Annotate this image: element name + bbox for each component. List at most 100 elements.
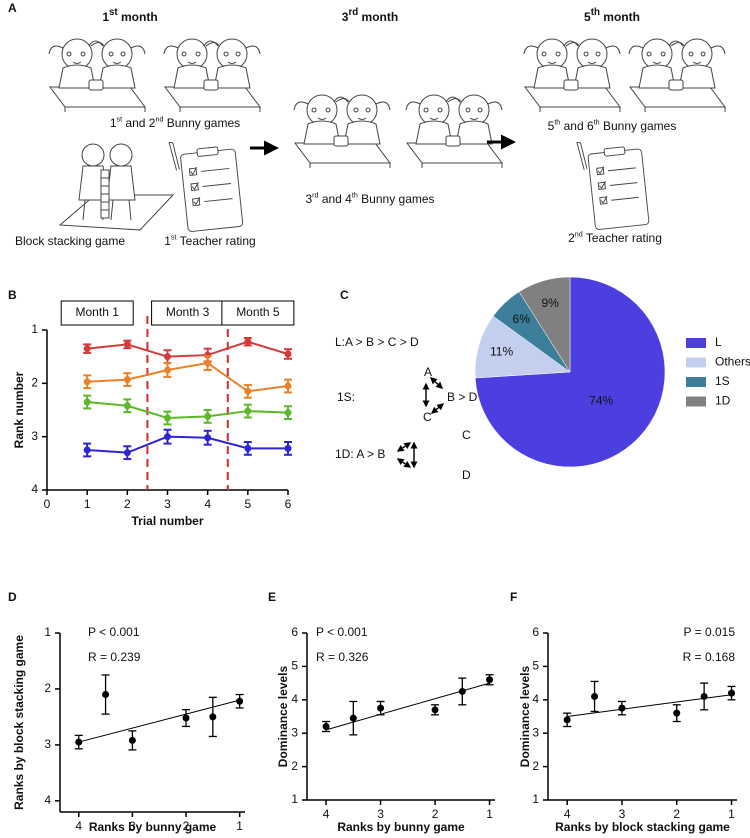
point [284,382,292,390]
x-tick-label: 3 [129,819,136,833]
text-part: 1 [164,234,171,248]
bunny-illustration [293,94,391,168]
point [102,691,110,699]
y-tick-label: 1 [31,322,38,336]
text-part: 5 [548,119,555,133]
order-text: D [462,468,471,482]
bunny-illustration [628,38,726,112]
annotation: P < 0.001 [88,625,140,639]
text-part: Teacher rating [177,234,256,248]
point [431,706,439,714]
x-tick-label: 2 [432,807,439,821]
text-part: th [554,118,560,126]
text-part: month [118,10,158,24]
slice-label: 9% [541,296,559,310]
y-axis-label: Rank number [12,371,26,448]
point [728,689,736,697]
annotation-box [151,300,225,326]
slice-label: 11% [490,344,513,358]
panel-label: D [8,590,17,604]
text-part: rd [312,191,318,199]
point [204,359,212,367]
point [83,398,91,406]
point [123,449,131,457]
caption: 1st and 2nd Bunny games [110,115,240,130]
x-axis-label: Ranks by block stacking game [555,820,730,834]
x-tick-label: 4 [323,807,330,821]
order-text: A [424,365,432,379]
text-part: 2 [568,231,575,245]
point [591,692,599,700]
text-part: and 4 [318,192,352,206]
point [284,409,292,417]
legend-swatch [686,357,706,368]
caption: 2nd Teacher rating [568,230,662,245]
point [123,376,131,384]
x-tick-label: 3 [164,497,171,511]
panel-label: B [8,288,17,302]
order-text: C [462,428,471,442]
y-tick-label: 6 [532,625,539,639]
x-tick-label: 3 [619,807,626,821]
point [164,414,171,422]
caption: 1st Teacher rating [164,233,255,248]
point [284,444,292,452]
point [458,687,466,695]
point [182,714,190,722]
x-tick-label: 3 [377,807,384,821]
order-text: C [423,410,432,424]
y-tick-label: 1 [44,625,51,639]
annotation-box [60,300,134,326]
annotation: P = 0.015 [684,625,736,639]
text-part: st [171,233,177,241]
clipboard-illustration [168,142,244,232]
x-tick-label: 1 [84,497,91,511]
legend-label: Others [715,355,750,369]
point [377,704,385,712]
y-tick-label: 2 [532,759,539,773]
y-tick-label: 2 [31,376,38,390]
point [83,345,91,353]
text-part: Teacher rating [583,231,662,245]
month-title: 5th month [584,7,640,25]
series-line [87,362,289,393]
text-part: th [352,191,358,199]
point [128,736,136,744]
annotation: P < 0.001 [316,625,368,639]
annotation: R = 0.239 [88,650,141,664]
text-part: and 2 [122,116,156,130]
y-axis-label: Ranks by block stacking game [12,635,26,810]
point [164,353,171,361]
point [486,676,494,684]
legend-swatch [686,396,706,407]
annotation: Month 5 [236,305,280,319]
point [563,716,571,724]
text-part: Bunny games [163,116,240,130]
annotation: Month 3 [166,305,210,319]
bunny-illustration [405,94,503,168]
point [236,697,244,705]
annotation-box [221,300,295,326]
point [349,714,357,722]
y-tick-label: 4 [532,692,539,706]
text-part: Block stacking game [15,234,125,248]
point [673,709,681,717]
point [83,446,91,454]
pie-slice [474,315,571,379]
y-tick-label: 1 [532,792,539,806]
legend-swatch [686,377,706,387]
y-axis-label: Dominance levels [276,665,290,767]
caption: 5th and 6th Bunny games [548,118,677,133]
text-part: 5 [584,10,591,24]
y-tick-label: 5 [532,659,539,673]
x-tick-label: 4 [564,807,571,821]
text-part: 3 [305,192,312,206]
point [244,407,252,415]
pie-slice [518,276,571,373]
x-tick-label: 2 [183,819,190,833]
text-part: 1 [110,116,117,130]
x-axis-label: Trial number [131,514,203,528]
text-part: nd [575,230,583,238]
order-text: 1D: A > B [335,447,385,461]
